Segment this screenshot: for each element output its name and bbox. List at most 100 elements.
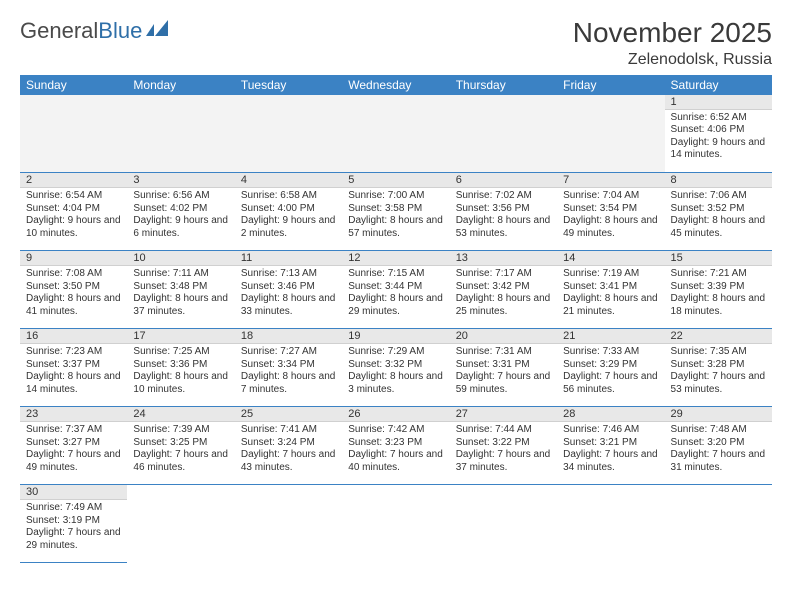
day-details: Sunrise: 7:21 AMSunset: 3:39 PMDaylight:… [665, 266, 772, 321]
day-number: 30 [20, 485, 127, 500]
day-details: Sunrise: 7:35 AMSunset: 3:28 PMDaylight:… [665, 344, 772, 399]
weekday-header: Monday [127, 75, 234, 95]
day-cell: 9Sunrise: 7:08 AMSunset: 3:50 PMDaylight… [20, 251, 127, 329]
sunrise-line: Sunrise: 7:04 AM [563, 190, 658, 203]
daylight-line: Daylight: 8 hours and 37 minutes. [133, 293, 228, 318]
sunset-line: Sunset: 3:34 PM [241, 359, 336, 372]
sunset-line: Sunset: 3:28 PM [671, 359, 766, 372]
day-number: 8 [665, 173, 772, 188]
day-details: Sunrise: 6:54 AMSunset: 4:04 PMDaylight:… [20, 188, 127, 243]
sunset-line: Sunset: 3:24 PM [241, 437, 336, 450]
daylight-line: Daylight: 8 hours and 18 minutes. [671, 293, 766, 318]
day-number: 2 [20, 173, 127, 188]
sunset-line: Sunset: 4:02 PM [133, 203, 228, 216]
header: GeneralBlue November 2025 Zelenodolsk, R… [20, 18, 772, 69]
daylight-line: Daylight: 8 hours and 33 minutes. [241, 293, 336, 318]
day-details: Sunrise: 7:25 AMSunset: 3:36 PMDaylight:… [127, 344, 234, 399]
day-details: Sunrise: 7:15 AMSunset: 3:44 PMDaylight:… [342, 266, 449, 321]
day-cell: 2Sunrise: 6:54 AMSunset: 4:04 PMDaylight… [20, 173, 127, 251]
location: Zelenodolsk, Russia [573, 51, 772, 69]
day-cell: 23Sunrise: 7:37 AMSunset: 3:27 PMDayligh… [20, 407, 127, 485]
day-number: 9 [20, 251, 127, 266]
day-cell: 16Sunrise: 7:23 AMSunset: 3:37 PMDayligh… [20, 329, 127, 407]
day-details: Sunrise: 7:29 AMSunset: 3:32 PMDaylight:… [342, 344, 449, 399]
weekday-header: Sunday [20, 75, 127, 95]
daylight-line: Daylight: 7 hours and 56 minutes. [563, 371, 658, 396]
day-number: 28 [557, 407, 664, 422]
day-cell: 30Sunrise: 7:49 AMSunset: 3:19 PMDayligh… [20, 485, 127, 563]
day-cell: 10Sunrise: 7:11 AMSunset: 3:48 PMDayligh… [127, 251, 234, 329]
daylight-line: Daylight: 8 hours and 49 minutes. [563, 215, 658, 240]
sunrise-line: Sunrise: 7:08 AM [26, 268, 121, 281]
daylight-line: Daylight: 7 hours and 37 minutes. [456, 449, 551, 474]
daylight-line: Daylight: 7 hours and 43 minutes. [241, 449, 336, 474]
daylight-line: Daylight: 9 hours and 10 minutes. [26, 215, 121, 240]
day-details: Sunrise: 7:48 AMSunset: 3:20 PMDaylight:… [665, 422, 772, 477]
daylight-line: Daylight: 9 hours and 14 minutes. [671, 137, 766, 162]
day-cell: 27Sunrise: 7:44 AMSunset: 3:22 PMDayligh… [450, 407, 557, 485]
day-cell: 26Sunrise: 7:42 AMSunset: 3:23 PMDayligh… [342, 407, 449, 485]
day-number: 25 [235, 407, 342, 422]
sunset-line: Sunset: 3:58 PM [348, 203, 443, 216]
daylight-line: Daylight: 8 hours and 53 minutes. [456, 215, 551, 240]
sunrise-line: Sunrise: 7:13 AM [241, 268, 336, 281]
sunrise-line: Sunrise: 7:25 AM [133, 346, 228, 359]
weekday-header: Friday [557, 75, 664, 95]
sunset-line: Sunset: 4:04 PM [26, 203, 121, 216]
sunrise-line: Sunrise: 7:17 AM [456, 268, 551, 281]
day-number: 23 [20, 407, 127, 422]
month-title: November 2025 [573, 18, 772, 49]
sunset-line: Sunset: 4:06 PM [671, 124, 766, 137]
calendar-head: SundayMondayTuesdayWednesdayThursdayFrid… [20, 75, 772, 95]
day-details: Sunrise: 7:27 AMSunset: 3:34 PMDaylight:… [235, 344, 342, 399]
sunrise-line: Sunrise: 7:37 AM [26, 424, 121, 437]
sunset-line: Sunset: 3:46 PM [241, 281, 336, 294]
day-number: 20 [450, 329, 557, 344]
day-details: Sunrise: 7:00 AMSunset: 3:58 PMDaylight:… [342, 188, 449, 243]
day-number: 22 [665, 329, 772, 344]
daylight-line: Daylight: 8 hours and 21 minutes. [563, 293, 658, 318]
logo: GeneralBlue [20, 18, 172, 44]
sunset-line: Sunset: 3:23 PM [348, 437, 443, 450]
trailing-empty-cell [450, 485, 557, 563]
day-cell: 3Sunrise: 6:56 AMSunset: 4:02 PMDaylight… [127, 173, 234, 251]
day-number: 6 [450, 173, 557, 188]
sunset-line: Sunset: 3:52 PM [671, 203, 766, 216]
day-number: 11 [235, 251, 342, 266]
weekday-header: Wednesday [342, 75, 449, 95]
day-number: 10 [127, 251, 234, 266]
sunrise-line: Sunrise: 7:29 AM [348, 346, 443, 359]
blank-cell [557, 95, 664, 173]
day-number: 3 [127, 173, 234, 188]
day-details: Sunrise: 7:23 AMSunset: 3:37 PMDaylight:… [20, 344, 127, 399]
day-number: 7 [557, 173, 664, 188]
day-cell: 25Sunrise: 7:41 AMSunset: 3:24 PMDayligh… [235, 407, 342, 485]
sunrise-line: Sunrise: 7:31 AM [456, 346, 551, 359]
sunset-line: Sunset: 3:32 PM [348, 359, 443, 372]
sunrise-line: Sunrise: 7:21 AM [671, 268, 766, 281]
sunset-line: Sunset: 3:20 PM [671, 437, 766, 450]
sunset-line: Sunset: 4:00 PM [241, 203, 336, 216]
weekday-header: Saturday [665, 75, 772, 95]
day-details: Sunrise: 7:41 AMSunset: 3:24 PMDaylight:… [235, 422, 342, 477]
sunset-line: Sunset: 3:22 PM [456, 437, 551, 450]
day-cell: 21Sunrise: 7:33 AMSunset: 3:29 PMDayligh… [557, 329, 664, 407]
day-cell: 18Sunrise: 7:27 AMSunset: 3:34 PMDayligh… [235, 329, 342, 407]
blank-cell [127, 95, 234, 173]
sunset-line: Sunset: 3:37 PM [26, 359, 121, 372]
calendar-body: 1Sunrise: 6:52 AMSunset: 4:06 PMDaylight… [20, 95, 772, 563]
day-details: Sunrise: 7:49 AMSunset: 3:19 PMDaylight:… [20, 500, 127, 555]
daylight-line: Daylight: 9 hours and 6 minutes. [133, 215, 228, 240]
daylight-line: Daylight: 8 hours and 14 minutes. [26, 371, 121, 396]
title-block: November 2025 Zelenodolsk, Russia [573, 18, 772, 69]
sunrise-line: Sunrise: 6:58 AM [241, 190, 336, 203]
day-number: 14 [557, 251, 664, 266]
day-cell: 22Sunrise: 7:35 AMSunset: 3:28 PMDayligh… [665, 329, 772, 407]
sunset-line: Sunset: 3:50 PM [26, 281, 121, 294]
day-details: Sunrise: 7:33 AMSunset: 3:29 PMDaylight:… [557, 344, 664, 399]
daylight-line: Daylight: 7 hours and 46 minutes. [133, 449, 228, 474]
day-number: 4 [235, 173, 342, 188]
day-cell: 28Sunrise: 7:46 AMSunset: 3:21 PMDayligh… [557, 407, 664, 485]
day-cell: 11 Sunrise: 7:13 AMSunset: 3:46 PMDayligh… [235, 251, 342, 329]
daylight-line: Daylight: 8 hours and 45 minutes. [671, 215, 766, 240]
